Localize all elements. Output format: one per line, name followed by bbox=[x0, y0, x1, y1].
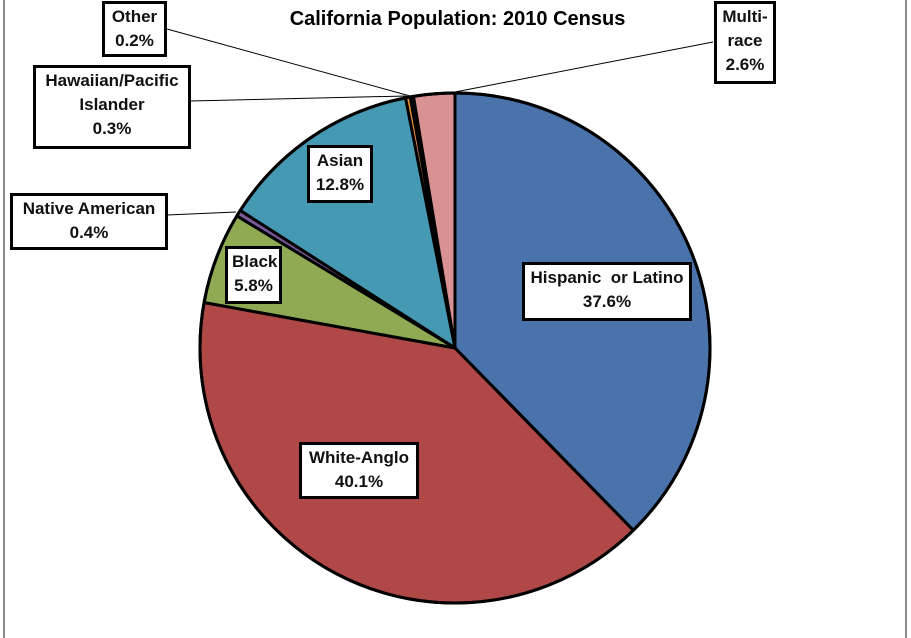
label-asian: Asian 12.8% bbox=[307, 145, 373, 203]
label-white-name: White-Anglo bbox=[308, 448, 410, 467]
label-asian-value: 12.8% bbox=[315, 175, 365, 194]
label-hawaiian-name-2: Islander bbox=[79, 95, 145, 114]
label-hispanic-value: 37.6% bbox=[582, 292, 632, 311]
label-black-name: Black bbox=[232, 252, 278, 271]
leader-line-native bbox=[166, 211, 237, 216]
label-white-value: 40.1% bbox=[334, 472, 384, 491]
label-hispanic-name: Hispanic or Latino bbox=[530, 268, 684, 287]
leader-line-hawaiian bbox=[189, 95, 407, 102]
label-hawaiian-name-1: Hawaiian/Pacific bbox=[45, 71, 179, 90]
leader-line-multi bbox=[454, 41, 714, 93]
label-other: Other 0.2% bbox=[102, 1, 167, 57]
label-black-value: 5.8% bbox=[234, 276, 273, 295]
label-native-value: 0.4% bbox=[69, 223, 109, 242]
pie-outline bbox=[198, 91, 712, 605]
leader-lines bbox=[166, 28, 714, 216]
label-hawaiian-value: 0.3% bbox=[92, 119, 132, 138]
label-hawaiian: Hawaiian/Pacific Islander 0.3% bbox=[33, 65, 191, 149]
label-other-name: Other bbox=[111, 7, 158, 26]
label-native-name: Native American bbox=[22, 199, 156, 218]
label-white: White-Anglo 40.1% bbox=[299, 442, 419, 499]
label-multi: Multi- race 2.6% bbox=[714, 1, 776, 84]
chart-frame bbox=[3, 0, 907, 638]
chart-title: California Population: 2010 Census bbox=[289, 8, 626, 30]
label-black: Black 5.8% bbox=[225, 246, 282, 304]
label-multi-value: 2.6% bbox=[725, 55, 765, 74]
label-multi-name-2: race bbox=[727, 31, 763, 50]
label-hispanic: Hispanic or Latino 37.6% bbox=[522, 262, 692, 321]
label-multi-name-1: Multi- bbox=[722, 7, 768, 26]
label-asian-name: Asian bbox=[316, 151, 364, 170]
pie-slices bbox=[198, 91, 712, 605]
label-native: Native American 0.4% bbox=[10, 193, 168, 250]
leader-line-other bbox=[166, 28, 411, 97]
label-other-value: 0.2% bbox=[115, 31, 154, 50]
